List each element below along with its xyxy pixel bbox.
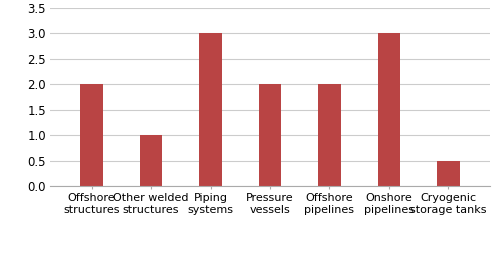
Bar xyxy=(199,33,222,186)
Bar xyxy=(318,84,341,186)
Bar xyxy=(437,161,460,186)
Bar xyxy=(378,33,400,186)
Bar xyxy=(80,84,103,186)
Bar xyxy=(258,84,281,186)
Bar xyxy=(140,135,162,186)
